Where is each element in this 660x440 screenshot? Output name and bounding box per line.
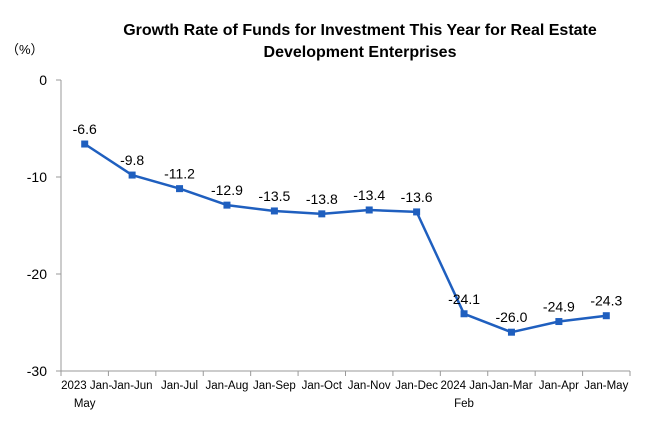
data-label: -11.2 — [164, 166, 195, 182]
data-point — [176, 185, 184, 193]
data-label: -26.0 — [495, 309, 527, 325]
x-tick-label: Jan-May — [584, 380, 628, 392]
x-tick-label: Jan-Sep — [253, 380, 296, 392]
x-tick-label: Feb — [454, 398, 474, 410]
chart-title: Growth Rate of Funds for Investment This… — [60, 20, 660, 64]
x-tick-label: May — [74, 398, 96, 410]
data-label: -13.5 — [258, 188, 290, 204]
x-tick-label: Jan-Apr — [539, 380, 579, 392]
data-point — [270, 207, 278, 215]
y-tick-label: -10 — [27, 169, 47, 185]
data-point — [128, 171, 136, 179]
chart-title-line-1: Growth Rate of Funds for Investment This… — [123, 22, 597, 39]
data-point — [223, 201, 231, 209]
data-label: -12.9 — [211, 182, 243, 198]
x-tick-label: Jan-Aug — [206, 380, 249, 392]
y-axis-unit-label: （%） — [6, 42, 44, 57]
data-point — [507, 328, 515, 336]
data-label: -6.6 — [73, 121, 97, 137]
x-tick-label: 2023 Jan- — [61, 380, 112, 392]
x-tick-label: Jan-Jul — [161, 380, 198, 392]
chart-title-line-2: Development Enterprises — [263, 44, 457, 61]
data-label: -13.8 — [306, 191, 338, 207]
y-tick-label: -30 — [27, 363, 47, 379]
data-point — [460, 310, 468, 318]
data-label: -24.9 — [543, 299, 575, 315]
x-tick-label: Jan-Jun — [112, 380, 153, 392]
x-tick-label: Jan-Mar — [490, 380, 532, 392]
x-tick-label: Jan-Oct — [302, 380, 343, 392]
y-tick-label: 0 — [39, 72, 47, 88]
x-tick-label: Jan-Nov — [348, 380, 391, 392]
data-point — [555, 318, 563, 326]
data-label: -13.4 — [353, 187, 385, 203]
data-label: -24.1 — [448, 291, 480, 307]
data-label: -24.3 — [590, 293, 622, 309]
x-tick-label: 2024 Jan- — [440, 380, 491, 392]
y-tick-label: -20 — [27, 266, 47, 282]
x-tick-label: Jan-Dec — [395, 380, 438, 392]
series-line — [84, 142, 607, 334]
data-point — [365, 206, 373, 214]
data-point — [602, 312, 610, 320]
data-point — [81, 140, 89, 148]
data-label: -13.6 — [401, 189, 433, 205]
data-point — [413, 208, 421, 216]
data-label: -9.8 — [120, 152, 144, 168]
data-point — [318, 210, 326, 218]
